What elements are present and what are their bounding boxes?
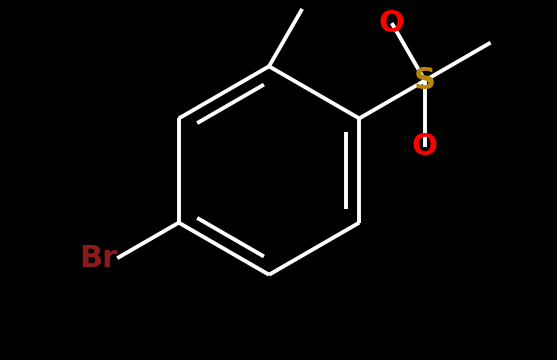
Text: Br: Br: [79, 244, 117, 273]
Text: O: O: [412, 132, 438, 161]
Text: S: S: [414, 66, 436, 95]
Text: O: O: [379, 9, 405, 37]
